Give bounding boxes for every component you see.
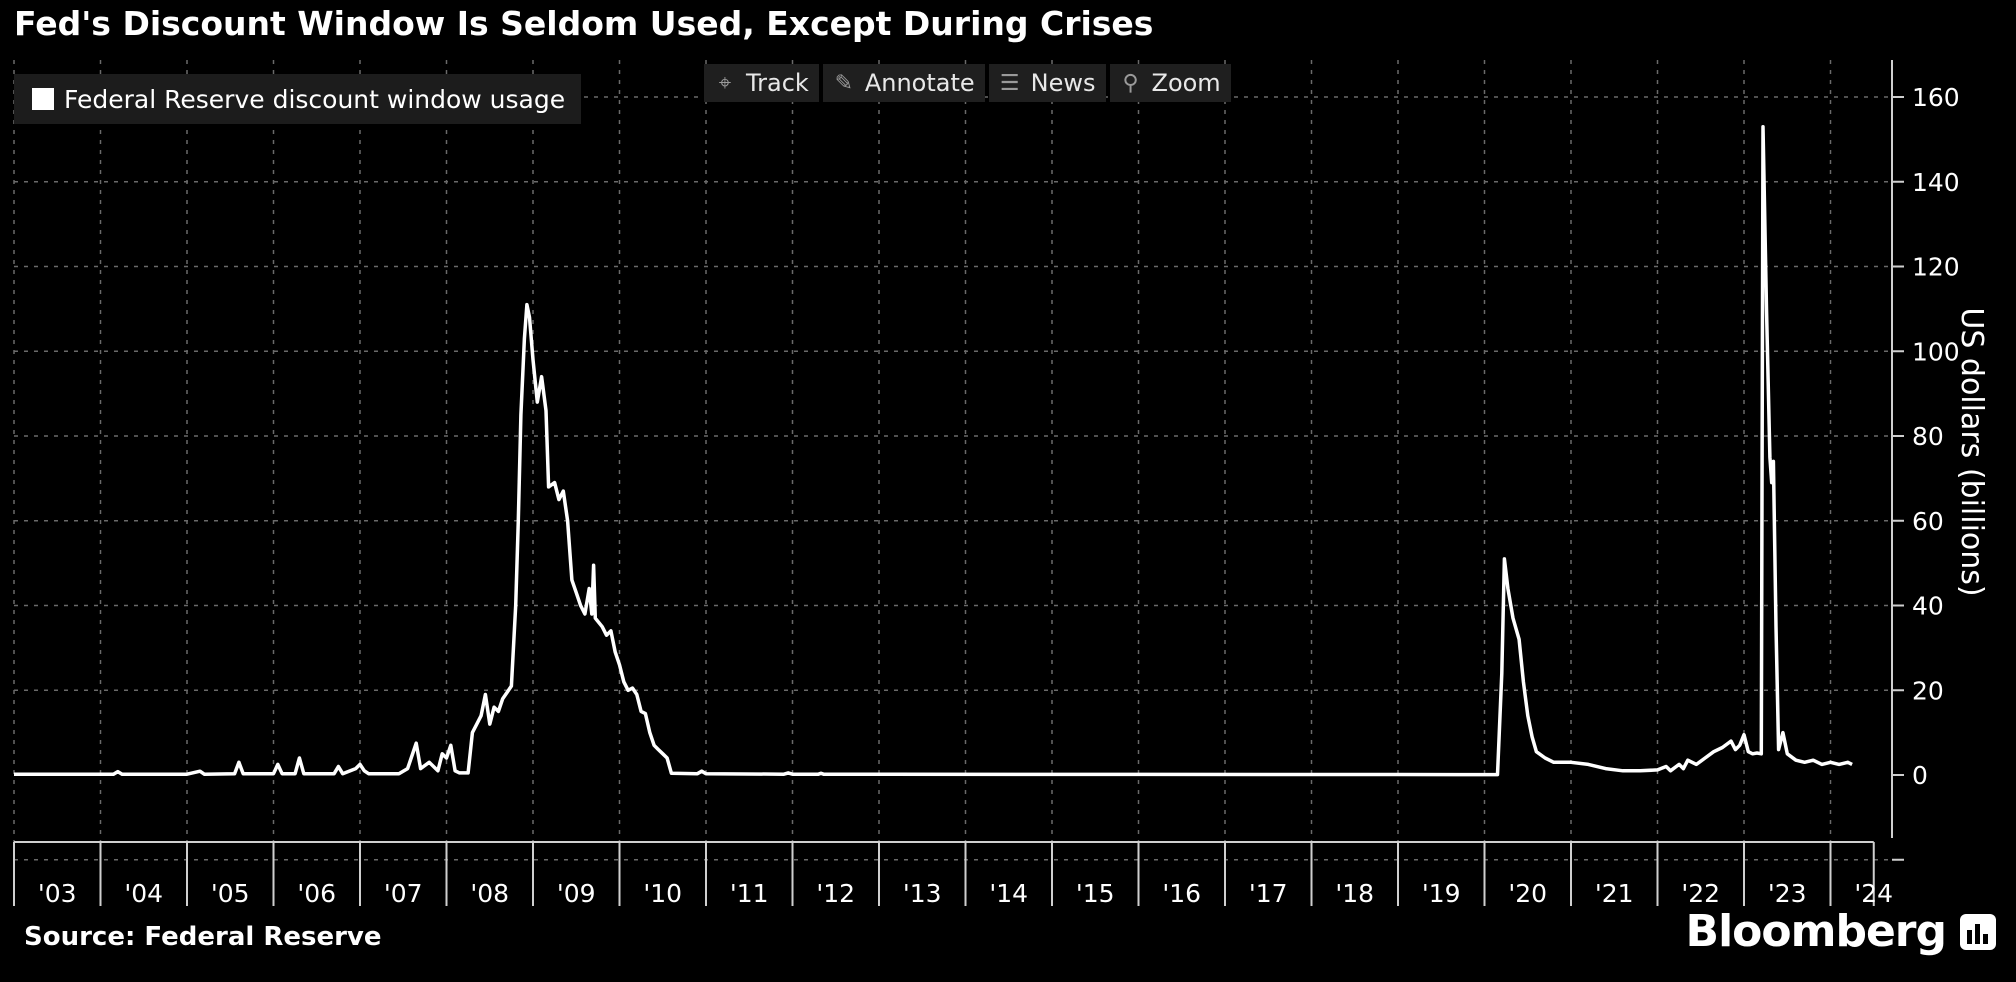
x-tick-label: '04 bbox=[124, 879, 163, 908]
brand-wordmark: Bloomberg bbox=[1685, 906, 1947, 957]
chart-title: Fed's Discount Window Is Seldom Used, Ex… bbox=[14, 4, 1154, 43]
y-tick-label: 140 bbox=[1912, 168, 1960, 197]
track-label: Track bbox=[746, 69, 809, 97]
y-axis: 0 20 40 60 80 100 120 140 160 bbox=[1891, 60, 1960, 861]
source-note: Source: Federal Reserve bbox=[24, 922, 382, 952]
pencil-icon: ✎ bbox=[834, 70, 854, 96]
gridlines bbox=[13, 60, 1892, 861]
x-tick-label: '06 bbox=[297, 879, 336, 908]
magnifier-icon: ⚲ bbox=[1122, 70, 1139, 96]
x-tick-label: '12 bbox=[816, 879, 855, 908]
bloomberg-terminal-icon bbox=[1960, 913, 1996, 950]
x-tick-label: '22 bbox=[1681, 879, 1720, 908]
zoom-label: Zoom bbox=[1151, 69, 1221, 97]
y-tick-label: 40 bbox=[1912, 592, 1944, 621]
y-tick-label: 80 bbox=[1912, 422, 1944, 451]
legend: Federal Reserve discount window usage bbox=[14, 74, 582, 124]
series-line-discount-window bbox=[14, 124, 1853, 777]
crosshair-icon: ⌖ bbox=[718, 70, 732, 96]
annotate-label: Annotate bbox=[864, 69, 975, 97]
news-button[interactable]: ☰ News bbox=[988, 64, 1106, 102]
x-tick-label: '23 bbox=[1768, 879, 1807, 908]
legend-label: Federal Reserve discount window usage bbox=[64, 84, 566, 114]
x-tick-label: '16 bbox=[1162, 879, 1201, 908]
x-tick-label: '18 bbox=[1335, 879, 1374, 908]
y-tick-label: 20 bbox=[1912, 676, 1944, 705]
y-tick-label: 100 bbox=[1912, 337, 1960, 366]
x-tick-label: '03 bbox=[38, 879, 77, 908]
x-tick-label: '11 bbox=[730, 879, 769, 908]
x-tick-label: '09 bbox=[557, 879, 596, 908]
x-tick-label: '10 bbox=[643, 879, 682, 908]
x-tick-label: '15 bbox=[1076, 879, 1115, 908]
x-tick-label: '05 bbox=[211, 879, 250, 908]
list-icon: ☰ bbox=[999, 70, 1020, 96]
y-tick-label: 60 bbox=[1912, 507, 1944, 536]
news-label: News bbox=[1030, 69, 1096, 97]
x-axis: '03 '04 '05 '06 '07 '08 '09 '10 '11 '12 '13 '14 '15 '… bbox=[13, 841, 1893, 908]
x-tick-label: '19 bbox=[1422, 879, 1461, 908]
y-tick-label: 120 bbox=[1912, 253, 1960, 282]
x-tick-label: '17 bbox=[1249, 879, 1288, 908]
y-tick-label: 0 bbox=[1912, 761, 1928, 790]
legend-swatch bbox=[32, 88, 54, 110]
x-tick-label: '13 bbox=[903, 879, 942, 908]
x-tick-label: '08 bbox=[470, 879, 509, 908]
x-tick-label: '24 bbox=[1854, 879, 1893, 908]
x-tick-label: '21 bbox=[1595, 879, 1634, 908]
bloomberg-logo: Bloomberg bbox=[1686, 906, 1996, 957]
zoom-button[interactable]: ⚲ Zoom bbox=[1109, 64, 1231, 102]
chart-toolbar: ⌖ Track ✎ Annotate ☰ News ⚲ Zoom bbox=[704, 64, 1231, 102]
x-tick-label: '07 bbox=[384, 879, 423, 908]
x-tick-label: '14 bbox=[989, 879, 1028, 908]
track-button[interactable]: ⌖ Track bbox=[704, 64, 819, 102]
x-tick-label: '20 bbox=[1508, 879, 1547, 908]
y-tick-label: 160 bbox=[1912, 83, 1960, 112]
annotate-button[interactable]: ✎ Annotate bbox=[822, 64, 985, 102]
y-axis-label: US dollars (billions) bbox=[1954, 307, 1989, 596]
